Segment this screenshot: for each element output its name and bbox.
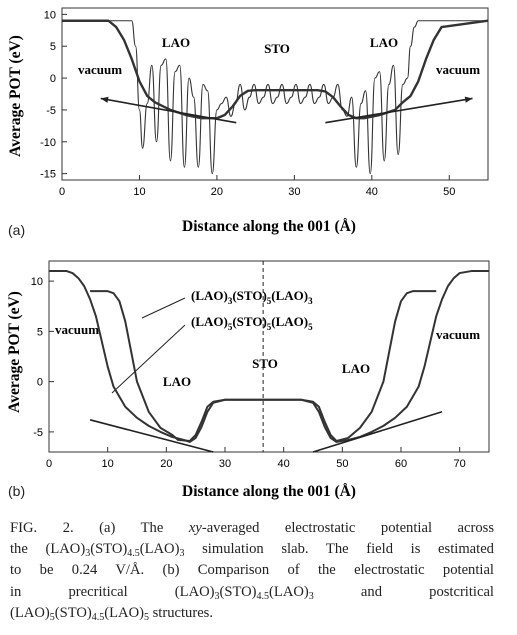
panel-a-vacuum-right: vacuum [436, 62, 480, 77]
panel-b-ylabel: Average POT (eV) [6, 291, 23, 413]
panel-b-sto: STO [252, 356, 278, 371]
x-tick-label: 30 [219, 458, 231, 470]
panel-a-label: (a) [8, 222, 25, 238]
field-fit-right-arrowhead [464, 96, 473, 103]
y-tick-label: -5 [33, 427, 43, 439]
caption-line-4: in precritical (LAO)3(STO)4.5(LAO)3 and … [10, 583, 494, 602]
panel-b-xlabel: Distance along the 001 (Å) [182, 483, 356, 500]
x-tick-label: 10 [133, 186, 145, 198]
x-tick-label: 20 [160, 458, 172, 470]
x-tick-label: 0 [59, 186, 65, 198]
panel-a-sto: STO [264, 41, 290, 56]
y-tick-label: 5 [37, 326, 43, 338]
x-tick-label: 20 [211, 186, 223, 198]
x-tick-label: 50 [443, 186, 455, 198]
x-tick-label: 50 [336, 458, 348, 470]
figure-caption: FIG. 2. (a) The xy-averaged electrostati… [10, 518, 494, 624]
panel-b-vacuum-right: vacuum [436, 327, 480, 342]
field-fit-right-line [325, 97, 473, 124]
panel-a-ylabel: Average POT (eV) [7, 35, 24, 157]
panel-a-lao-right: LAO [370, 35, 398, 50]
caption-line-5: (LAO)5(STO)4.5(LAO)5 structures. [10, 604, 214, 623]
y-tick-label: 0 [50, 73, 56, 85]
panel-b-legend-2: (LAO)5(STO)5(LAO)5 [191, 314, 313, 332]
oscillating-curve [61, 20, 488, 175]
panel-b-legend-pointer-2 [111, 324, 186, 394]
panel-b-series [49, 261, 489, 453]
panel-a-xlabel: Distance along the 001 (Å) [182, 218, 356, 235]
caption-line-3: to be 0.24 V/Å. (b) Comparison of the el… [10, 562, 494, 579]
x-tick-label: 40 [278, 458, 290, 470]
x-tick-label: 30 [288, 186, 300, 198]
panel-a-lao-left: LAO [162, 35, 190, 50]
y-tick-label: 0 [37, 377, 43, 389]
panel-b-lao-left: LAO [163, 374, 191, 389]
y-tick-label: 10 [31, 276, 43, 288]
averaged-curve [62, 19, 489, 120]
field-fit-right-line [312, 411, 443, 453]
panel-b-frame [48, 260, 490, 453]
x-tick-label: 40 [366, 186, 378, 198]
figure-2: (a) Average POT (eV) Distance along the … [6, 7, 490, 500]
field-fit-left-arrowhead [100, 96, 109, 103]
series-curve-2 [49, 270, 489, 443]
panel-b-lao-right: LAO [342, 361, 370, 376]
x-tick-label: 10 [102, 458, 114, 470]
y-tick-label: -5 [46, 105, 56, 117]
field-fit-left-line [100, 97, 237, 124]
panel-b-vacuum-left: vacuum [55, 322, 99, 337]
x-tick-label: 60 [395, 458, 407, 470]
panel-b-legend-pointer-1 [141, 297, 186, 319]
caption-line-2: the (LAO)3(STO)4.5(LAO)3 simulation slab… [10, 541, 494, 560]
y-tick-label: -10 [40, 137, 56, 149]
panel-a-series [61, 19, 489, 175]
panel-b-label: (b) [8, 483, 25, 499]
panel-b: (b) Average POT (eV) Distance along the … [6, 260, 490, 500]
panel-b-legend-1: (LAO)3(STO)5(LAO)3 [191, 288, 313, 306]
y-tick-label: 5 [50, 41, 56, 53]
panel-a-frame [61, 7, 489, 181]
y-tick-label: 10 [44, 9, 56, 21]
x-tick-label: 70 [454, 458, 466, 470]
y-tick-label: -15 [40, 169, 56, 181]
panel-a-vacuum-left: vacuum [78, 62, 122, 77]
x-tick-label: 0 [46, 458, 52, 470]
panel-a: (a) Average POT (eV) Distance along the … [7, 7, 489, 238]
field-fit-left-line [89, 419, 214, 453]
caption-line-1: FIG. 2. (a) The xy-averaged electrostati… [10, 520, 494, 536]
